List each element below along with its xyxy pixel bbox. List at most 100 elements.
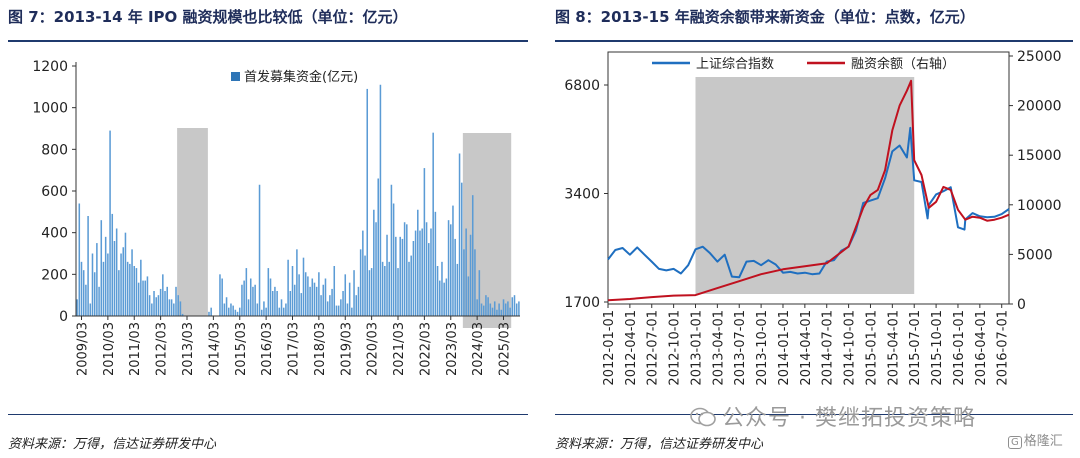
bar [443, 282, 445, 316]
bar [87, 216, 89, 316]
bar [260, 309, 263, 316]
bar [370, 268, 373, 316]
x-tick-label: 2014-01-01 [777, 310, 792, 386]
wechat-icon [690, 407, 716, 427]
right-source-note: 资料来源：万得，信达证券研发中心 [555, 437, 764, 452]
bar [337, 305, 340, 316]
bar [300, 293, 303, 316]
bar [441, 261, 443, 316]
x-tick-label: 2022/03 [418, 322, 433, 376]
bar [230, 303, 232, 316]
bar [390, 184, 393, 316]
bar [487, 297, 489, 316]
left-y-tick-label: 1700 [564, 295, 600, 311]
bar [504, 303, 507, 316]
bar [159, 288, 162, 316]
bar [76, 299, 78, 316]
bar [395, 236, 397, 316]
bar [124, 232, 127, 316]
bar [399, 236, 401, 316]
bar [113, 241, 116, 316]
bar [320, 295, 322, 316]
x-tick-label: 2021/03 [392, 322, 407, 376]
watermark-text: 公众号 · 樊继拓投资策略 [722, 406, 976, 431]
x-tick-label: 2014-04-01 [799, 310, 814, 386]
bar [414, 230, 417, 316]
right-chart-title: 图 8：2013-15 年融资余额带来新资金（单位：点数，亿元） [555, 8, 975, 26]
bar [324, 278, 327, 316]
right-source-rule [555, 414, 1073, 415]
bar [355, 295, 358, 316]
bar [208, 311, 210, 316]
y-tick-label: 1000 [32, 101, 68, 117]
bar [432, 132, 434, 316]
x-tick-label: 2011/03 [128, 322, 143, 376]
bar [434, 211, 437, 316]
bar [511, 297, 514, 316]
bar [384, 266, 386, 316]
bar [276, 291, 278, 316]
x-tick-label: 2016/03 [260, 322, 275, 376]
x-tick-label: 2013-04-01 [711, 310, 726, 386]
x-tick-label: 2016-07-01 [996, 310, 1011, 386]
y-tick-label: 1200 [32, 59, 68, 75]
bar [467, 276, 470, 316]
bar [243, 280, 245, 316]
bar [315, 286, 318, 316]
bar [478, 270, 481, 316]
bar [480, 303, 483, 316]
bar [302, 257, 305, 316]
bar [115, 228, 118, 316]
bar [335, 305, 338, 316]
watermark: 公众号 · 樊继拓投资策略 [690, 400, 976, 432]
x-tick-label: 2012-04-01 [624, 310, 639, 386]
bar [401, 238, 404, 316]
bar [210, 307, 212, 316]
bar [78, 203, 81, 316]
bar [258, 184, 261, 316]
bar [232, 305, 234, 316]
bar [465, 228, 467, 316]
bar [148, 295, 151, 316]
x-tick-label: 2020/03 [366, 322, 381, 376]
x-tick-label: 2013-07-01 [733, 310, 748, 386]
bar [291, 266, 294, 316]
bar [357, 286, 360, 316]
bar [177, 295, 179, 316]
bar [362, 230, 364, 316]
bar [348, 282, 351, 316]
bar [175, 286, 177, 316]
bar [366, 88, 369, 317]
bar [221, 278, 223, 316]
bar [285, 303, 287, 316]
left-source-rule [8, 414, 528, 415]
x-tick-label: 2018/03 [313, 322, 328, 376]
shaded-period [695, 77, 915, 294]
legend-label: 首发募集资金(亿元) [244, 69, 358, 85]
bar [304, 272, 307, 316]
bar [263, 301, 265, 316]
bar [280, 299, 283, 316]
bar [170, 299, 173, 316]
y-tick-label: 0 [59, 309, 68, 325]
x-tick-label: 2014-10-01 [843, 310, 858, 386]
bar [460, 182, 463, 316]
bar [238, 307, 241, 316]
bar [329, 295, 331, 316]
bar [364, 255, 366, 316]
bar [166, 286, 168, 316]
bar [267, 268, 270, 316]
x-tick-label: 2012-01-01 [602, 310, 617, 386]
bar [408, 261, 410, 316]
bar [331, 288, 333, 316]
bar [373, 209, 375, 316]
bar [227, 307, 230, 316]
bar [181, 313, 184, 316]
bar [403, 222, 406, 316]
bar [469, 234, 472, 316]
x-tick-label: 2014/03 [207, 322, 222, 376]
logo-box-icon: G [1008, 436, 1022, 449]
bar [293, 284, 296, 316]
bar [265, 307, 267, 316]
bar [111, 213, 114, 316]
